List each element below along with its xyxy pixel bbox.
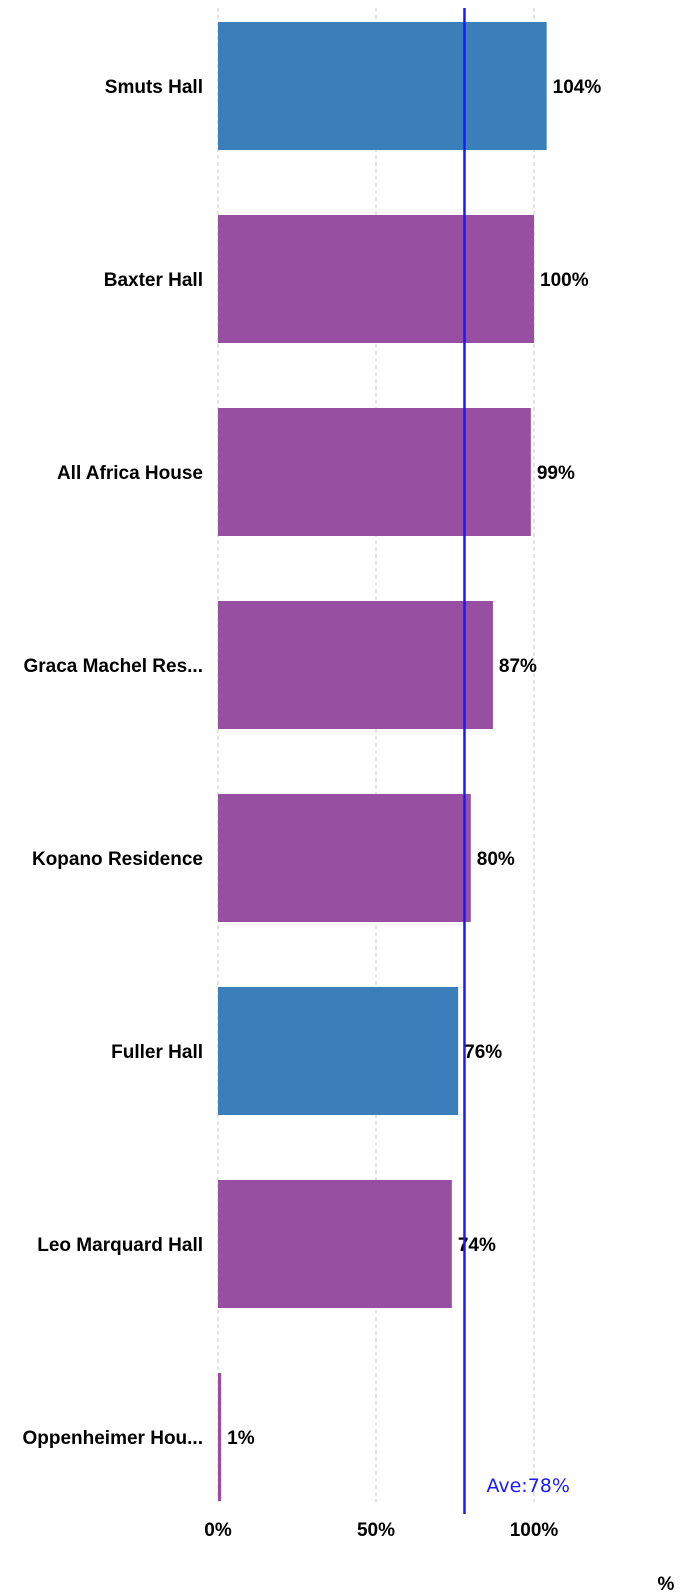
x-axis-unit-label: % <box>658 1574 675 1593</box>
x-tick-label: 0% <box>204 1520 232 1541</box>
value-label: 74% <box>458 1235 496 1256</box>
x-axis-ticks: 0% 50% 100% <box>204 1520 558 1541</box>
value-label: 100% <box>540 270 589 291</box>
category-labels: Smuts Hall Baxter Hall All Africa House Gra… <box>22 77 203 1449</box>
category-label: Smuts Hall <box>105 77 203 98</box>
average-label: Ave:78% <box>486 1475 569 1497</box>
value-label: 87% <box>499 656 537 677</box>
bar <box>218 1180 452 1308</box>
category-label: Kopano Residence <box>32 849 203 870</box>
bar <box>218 987 459 1115</box>
category-label: Graca Machel Res... <box>23 656 203 677</box>
category-label: All Africa House <box>57 463 203 484</box>
category-label: Leo Marquard Hall <box>37 1235 203 1256</box>
category-label: Oppenheimer Hou... <box>22 1428 203 1449</box>
bars <box>218 22 547 1501</box>
category-label: Baxter Hall <box>104 270 203 291</box>
x-tick-label: 100% <box>510 1520 559 1541</box>
bar <box>218 1373 222 1501</box>
value-labels: 104% 100% 99% 87% 80% 76% 74% 1% <box>227 77 601 1449</box>
value-label: 1% <box>227 1428 255 1449</box>
value-label: 104% <box>553 77 602 98</box>
bar <box>218 215 534 343</box>
value-label: 76% <box>464 1042 502 1063</box>
category-label: Fuller Hall <box>111 1042 203 1063</box>
bar <box>218 601 493 729</box>
x-tick-label: 50% <box>357 1520 395 1541</box>
bar <box>218 794 471 922</box>
value-label: 99% <box>537 463 575 484</box>
value-label: 80% <box>477 849 515 870</box>
bar <box>218 22 547 150</box>
average-line-group: Ave:78% <box>463 8 570 1514</box>
bar <box>218 408 531 536</box>
